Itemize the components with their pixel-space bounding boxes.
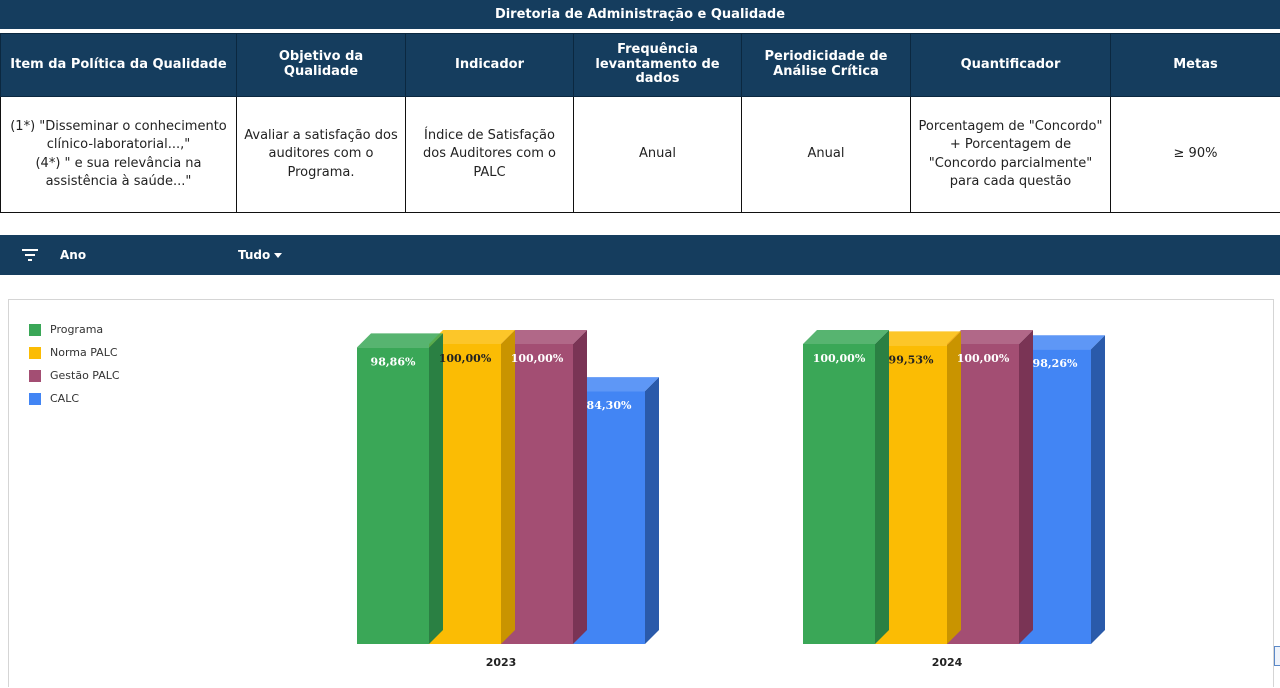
legend-item[interactable]: Programa [29, 318, 120, 341]
legend-item[interactable]: CALC [29, 387, 120, 410]
table-header-row: Item da Política da Qualidade Objetivo d… [1, 34, 1280, 97]
bar-top-face [803, 330, 889, 344]
bar-side-face [429, 333, 443, 644]
data-label: 98,26% [1033, 357, 1078, 370]
bar-side-face [1019, 330, 1033, 644]
header-objetivo: Objetivo da Qualidade [237, 34, 406, 97]
bar-side-face [875, 330, 889, 644]
bar-side-face [573, 330, 587, 644]
cell-metas: ≥ 90% [1111, 97, 1280, 213]
legend-label: Gestão PALC [50, 369, 120, 382]
bar-side-face [947, 331, 961, 644]
x-tick-label: 2023 [486, 656, 517, 669]
legend-swatch [29, 347, 41, 359]
legend-label: Programa [50, 323, 103, 336]
quality-policy-table: Item da Política da Qualidade Objetivo d… [0, 33, 1280, 213]
bar-top-face [357, 333, 443, 347]
legend-item[interactable]: Gestão PALC [29, 364, 120, 387]
bar-side-face [501, 330, 515, 644]
cell-indicador: Índice de Satisfação dos Auditores com o… [406, 97, 574, 213]
cell-periodicidade: Anual [742, 97, 911, 213]
cell-item-politica: (1*) "Disseminar o conhecimento clínico-… [1, 97, 237, 213]
year-dropdown-value: Tudo [238, 248, 270, 262]
bar-side-face [645, 377, 659, 644]
cell-objetivo: Avaliar a satisfação dos auditores com o… [237, 97, 406, 213]
legend-swatch [29, 393, 41, 405]
filter-bar: Ano Tudo [0, 235, 1280, 275]
data-label: 99,53% [889, 353, 934, 366]
table-row: (1*) "Disseminar o conhecimento clínico-… [1, 97, 1280, 213]
legend-item[interactable]: Norma PALC [29, 341, 120, 364]
data-label: 100,00% [439, 352, 492, 365]
caret-down-icon [274, 253, 282, 258]
data-label: 100,00% [957, 352, 1010, 365]
header-metas: Metas [1111, 34, 1280, 97]
bar [803, 344, 875, 644]
legend-swatch [29, 324, 41, 336]
chart-legend: Programa Norma PALC Gestão PALC CALC [29, 318, 120, 410]
header-quantificador: Quantificador [911, 34, 1111, 97]
filter-label-ano: Ano [60, 248, 86, 262]
header-indicador: Indicador [406, 34, 574, 97]
data-label: 100,00% [511, 352, 564, 365]
bar [357, 347, 429, 644]
legend-label: CALC [50, 392, 79, 405]
data-label: 84,30% [587, 399, 632, 412]
page-title: Diretoria de Administração e Qualidade [0, 0, 1280, 29]
legend-swatch [29, 370, 41, 382]
header-periodicidade: Periodicidade de Análise Crítica [742, 34, 911, 97]
legend-label: Norma PALC [50, 346, 118, 359]
cell-frequencia: Anual [574, 97, 742, 213]
chart-panel: 98,86% 100,00% 100,00% 84,30% 2023 100,00% 99,… [8, 299, 1274, 687]
data-label: 98,86% [371, 355, 416, 368]
cell-quantificador: Porcentagem de "Concordo" + Porcentagem … [911, 97, 1111, 213]
header-item-politica: Item da Política da Qualidade [1, 34, 237, 97]
bar-chart: 98,86% 100,00% 100,00% 84,30% 2023 100,00% 99,… [9, 300, 1275, 688]
filter-icon[interactable] [22, 249, 38, 261]
x-tick-label: 2024 [932, 656, 963, 669]
scrollbar-handle[interactable] [1274, 646, 1280, 666]
bar-side-face [1091, 335, 1105, 644]
data-label: 100,00% [813, 352, 866, 365]
header-frequencia: Frequência levantamento de dados [574, 34, 742, 97]
year-dropdown[interactable]: Tudo [238, 248, 282, 262]
